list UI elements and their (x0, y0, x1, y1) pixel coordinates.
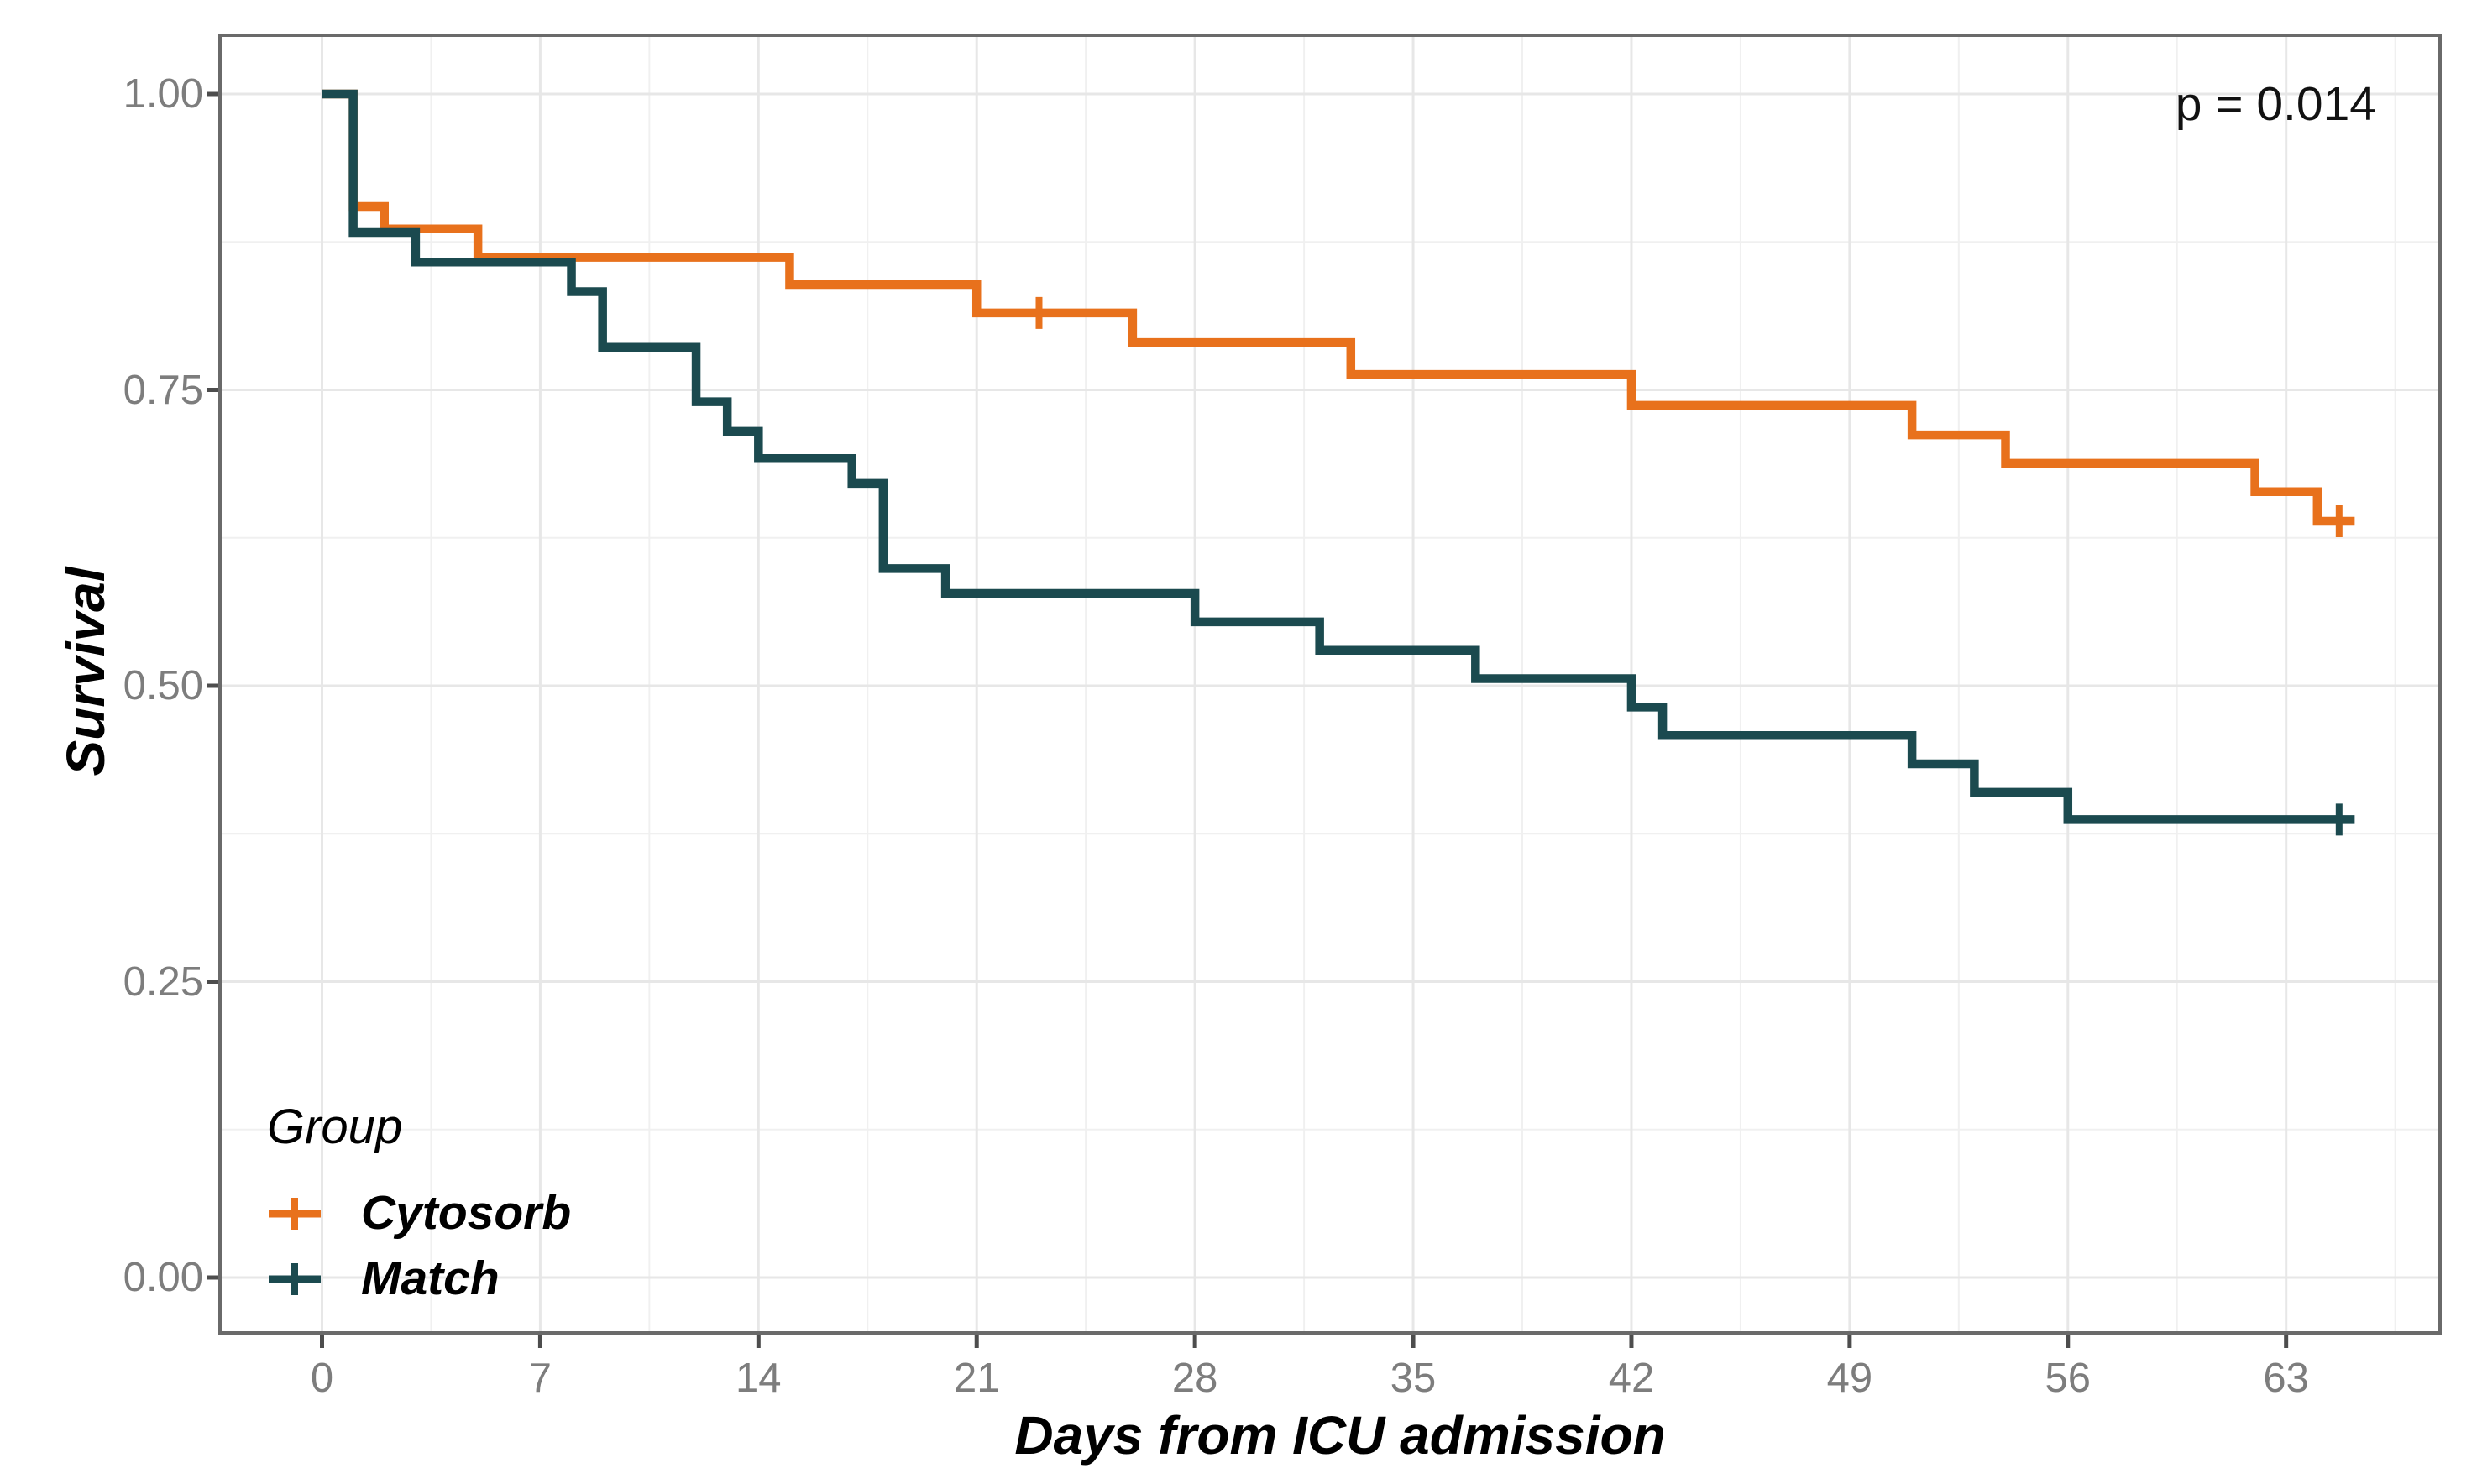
p-value-annotation: p = 0.014 (2175, 77, 2376, 131)
cytosorb-censor-marker-icon (269, 1197, 321, 1230)
panel-border (218, 34, 2442, 1335)
x-tick-label: 7 (528, 1356, 552, 1401)
x-tick-label: 21 (953, 1356, 1000, 1401)
x-tick-label: 14 (736, 1356, 782, 1401)
x-axis-title: Days from ICU admission (1014, 1405, 1666, 1466)
series-line-match (322, 89, 2355, 824)
y-tick-label: 0.50 (123, 663, 203, 708)
x-tick-label: 28 (1171, 1356, 1218, 1401)
legend-entry-cytosorb: Cytosorb (267, 1181, 571, 1246)
legend: Group Cytosorb Match (267, 1100, 571, 1312)
legend-title: Group (267, 1100, 403, 1154)
x-tick-label: 42 (1608, 1356, 1655, 1401)
match-censor-marker-icon (269, 1262, 321, 1295)
plot-panel (220, 35, 2440, 1333)
y-tick-label: 1.00 (123, 71, 203, 117)
x-tick-label: 49 (1826, 1356, 1873, 1401)
legend-label-match: Match (361, 1251, 500, 1306)
x-tick-label: 56 (2045, 1356, 2092, 1401)
x-tick-label: 0 (310, 1356, 334, 1401)
y-tick-label: 0.75 (123, 367, 203, 413)
legend-label-cytosorb: Cytosorb (361, 1186, 572, 1241)
y-tick-label: 0.25 (123, 959, 203, 1005)
x-tick-label: 35 (1390, 1356, 1437, 1401)
y-tick-label: 0.00 (123, 1255, 203, 1300)
x-tick-label: 63 (2263, 1356, 2309, 1401)
legend-entry-match: Match (267, 1246, 571, 1312)
